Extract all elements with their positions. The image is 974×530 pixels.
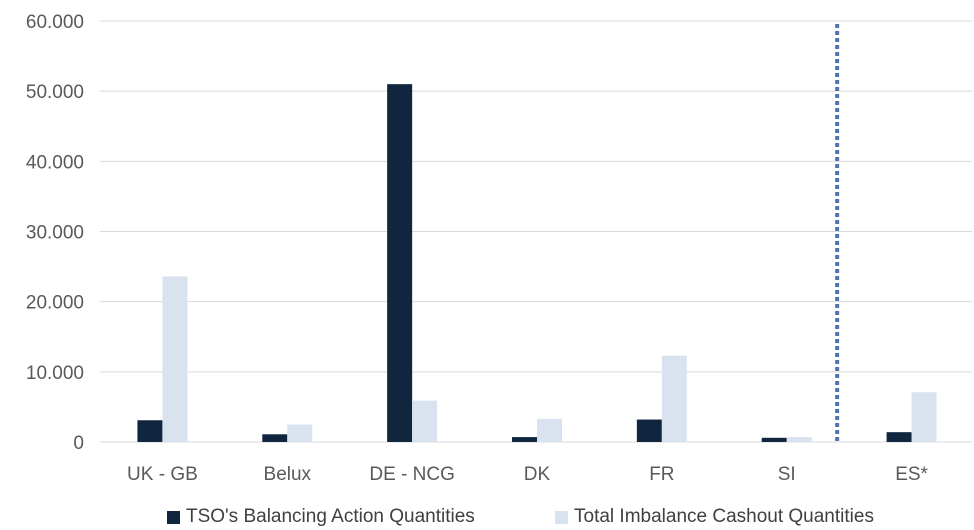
y-tick-label: 20.000 [26,293,84,314]
legend-swatch-balancing-actions [167,510,180,524]
x-tick-label: ES* [895,464,928,485]
legend-item-balancing-actions: TSO's Balancing Action Quantities [167,506,475,528]
y-tick-label: 10.000 [26,363,84,384]
y-tick-label: 0 [73,433,84,454]
x-tick-label: DE - NCG [369,464,455,485]
bar-balancing-actions [636,419,662,442]
legend-item-imbalance-cashout: Total Imbalance Cashout Quantities [555,506,874,528]
y-tick-label: 30.000 [26,223,84,244]
legend-label-imbalance-cashout: Total Imbalance Cashout Quantities [574,506,874,527]
x-tick-label: SI [778,464,796,485]
bar-balancing-actions [262,434,288,442]
x-tick-label: DK [524,464,551,485]
bar-chart: 0 10.000 20.000 30.000 40.000 50.000 60.000 UK … [26,12,972,485]
bar-imbalance-cashout [537,418,562,442]
bar-balancing-actions [512,437,537,442]
bar-imbalance-cashout [786,437,812,442]
bar-imbalance-cashout [412,400,438,442]
y-tick-label: 40.000 [26,152,84,173]
bar-imbalance-cashout [911,392,937,442]
bar-balancing-actions [137,420,163,442]
legend-swatch-imbalance-cashout [555,510,568,524]
bar-imbalance-cashout [661,355,687,442]
bar-imbalance-cashout [287,424,313,442]
y-tick-label: 50.000 [26,82,84,103]
bar-balancing-actions [761,437,787,442]
y-tick-label: 60.000 [26,12,84,33]
bar-balancing-actions [387,84,413,443]
legend: TSO's Balancing Action Quantities Total … [0,506,974,530]
bar-imbalance-cashout [162,276,188,442]
x-tick-label: UK - GB [127,464,198,485]
x-tick-label: FR [649,464,674,485]
x-tick-label: Belux [264,464,312,485]
bar-balancing-actions [886,432,912,442]
legend-label-balancing-actions: TSO's Balancing Action Quantities [186,506,475,527]
